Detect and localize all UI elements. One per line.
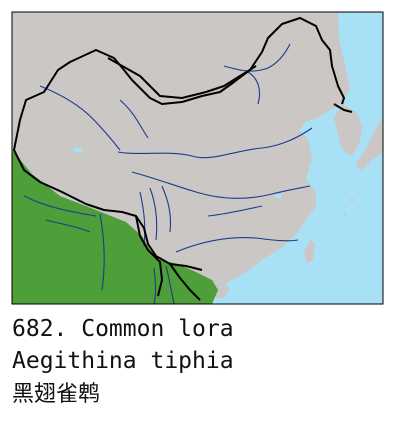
species-range xyxy=(12,150,218,304)
river xyxy=(247,71,261,105)
land-japan xyxy=(356,118,383,170)
land-hainan xyxy=(212,282,230,299)
lake xyxy=(274,194,282,198)
river xyxy=(149,187,158,241)
river xyxy=(131,171,311,199)
china-border xyxy=(13,17,345,271)
map-frame xyxy=(11,11,384,305)
river xyxy=(223,43,291,72)
rivers xyxy=(23,43,313,305)
river xyxy=(119,99,149,139)
se-asia-border xyxy=(135,215,201,301)
island xyxy=(350,198,354,202)
river xyxy=(23,195,97,217)
caption-number-common-name: 682. Common lora xyxy=(12,316,234,342)
river xyxy=(175,237,299,253)
river xyxy=(153,267,157,305)
island xyxy=(343,212,347,216)
river xyxy=(39,85,121,151)
river xyxy=(117,127,313,159)
caption-chinese-name: 黑翅雀鹎 xyxy=(12,382,101,407)
range-map xyxy=(11,11,384,305)
borders xyxy=(13,17,353,301)
lake xyxy=(73,147,83,153)
korea-border xyxy=(333,103,353,113)
land-taiwan xyxy=(304,240,315,264)
river xyxy=(207,205,263,217)
river xyxy=(45,219,91,233)
river xyxy=(139,191,146,247)
land-korea xyxy=(334,104,362,156)
river xyxy=(165,265,175,305)
mongolia-border xyxy=(107,57,257,99)
river xyxy=(161,185,172,233)
river xyxy=(99,213,105,291)
caption-scientific-name: Aegithina tiphia xyxy=(12,348,234,374)
